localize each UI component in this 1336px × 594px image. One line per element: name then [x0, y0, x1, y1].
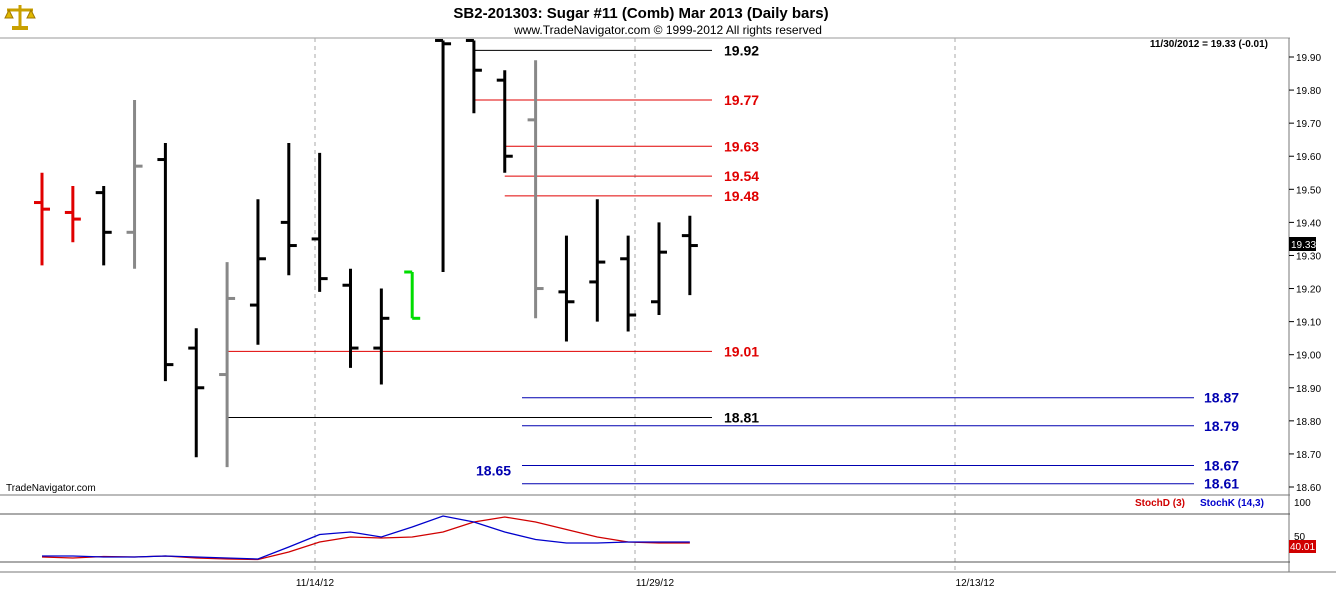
level-label: 18.81: [724, 410, 759, 426]
last-price-label: 19.33: [1291, 240, 1316, 251]
level-label: 19.92: [724, 42, 759, 58]
y-tick-label: 18.90: [1296, 384, 1321, 395]
ohlc-bar: [64, 186, 81, 243]
ohlc-bar: [126, 100, 143, 269]
blue-level-label: 18.61: [1204, 476, 1239, 492]
y-tick-label: 19.40: [1296, 218, 1321, 229]
stoch-k-legend: StochK (14,3): [1200, 498, 1264, 509]
ohlc-bar: [651, 222, 667, 315]
x-tick-label: 11/29/12: [636, 578, 675, 589]
stoch-current-box: [1289, 540, 1316, 553]
ohlc-bar: [188, 328, 205, 458]
ohlc-bar: [280, 143, 297, 276]
ohlc-bars: [34, 38, 698, 468]
ohlc-bar: [157, 143, 174, 382]
watermark: TradeNavigator.com: [6, 483, 96, 494]
level-lines: 19.92 19.77 19.63 19.54 19.48 19.01 18.81 18.87…: [227, 42, 1239, 492]
ohlc-bar: [95, 186, 112, 266]
level-label: 19.77: [724, 92, 759, 108]
ohlc-bar: [219, 262, 236, 468]
y-tick-label: 18.60: [1296, 483, 1321, 494]
copyright-text: www.TradeNavigator.com © 1999-2012 All r…: [513, 23, 822, 37]
last-quote: 11/30/2012 = 19.33 (-0.01): [1150, 39, 1268, 50]
ohlc-bar: [681, 215, 698, 296]
stoch-100-label: 100: [1294, 498, 1311, 509]
y-tick-label: 19.50: [1296, 185, 1321, 196]
ohlc-bar: [589, 199, 606, 322]
stoch-d-line: [41, 516, 690, 561]
chart-title: SB2-201303: Sugar #11 (Comb) Mar 2013 (D…: [453, 5, 828, 22]
ohlc-bar: [465, 38, 482, 114]
y-tick-label: 19.10: [1296, 318, 1321, 329]
ohlc-bar: [34, 172, 50, 266]
level-label: 19.48: [724, 188, 759, 204]
ohlc-bar: [373, 288, 390, 385]
ohlc-bar: [527, 60, 544, 319]
y-tick-label: 19.00: [1296, 351, 1321, 362]
y-tick-label: 19.90: [1296, 53, 1321, 64]
blue-level-label: 18.87: [1204, 390, 1239, 406]
stoch-d-legend: StochD (3): [1135, 498, 1185, 509]
y-tick-label: 19.80: [1296, 86, 1321, 97]
price-axis: 19.90 19.80 19.70 19.60 19.50 19.40 19.30 19.20…: [1289, 53, 1321, 494]
blue-level-label: 18.67: [1204, 458, 1239, 474]
stochastic-lines: [41, 515, 690, 561]
ohlc-bar: [496, 70, 513, 173]
y-tick-label: 18.80: [1296, 417, 1321, 428]
ohlc-bar: [342, 268, 359, 368]
stoch-current-label: 40.01: [1290, 542, 1315, 553]
ohlc-bar: [435, 38, 452, 272]
blue-level-label: 18.79: [1204, 418, 1239, 434]
ohlc-bar: [404, 270, 421, 320]
ohlc-bar: [249, 199, 266, 345]
level-label: 19.63: [724, 138, 759, 154]
x-tick-label: 11/14/12: [296, 578, 335, 589]
y-tick-label: 19.70: [1296, 119, 1321, 130]
ohlc-bar: [620, 235, 637, 332]
ohlc-bar: [311, 152, 328, 292]
blue-level-label: 18.65: [476, 462, 511, 478]
last-price-marker: 19.33: [1289, 237, 1316, 251]
x-tick-label: 12/13/12: [956, 578, 995, 589]
scales-logo-icon: [3, 2, 37, 32]
y-tick-label: 19.30: [1296, 251, 1321, 262]
y-tick-label: 19.20: [1296, 285, 1321, 296]
ohlc-bar: [558, 235, 575, 342]
stoch-k-line: [42, 515, 690, 560]
stoch-50-label: 50: [1294, 532, 1306, 543]
level-label: 19.54: [724, 168, 759, 184]
y-tick-label: 18.70: [1296, 450, 1321, 461]
y-tick-label: 19.60: [1296, 152, 1321, 163]
level-label: 19.01: [724, 343, 759, 359]
